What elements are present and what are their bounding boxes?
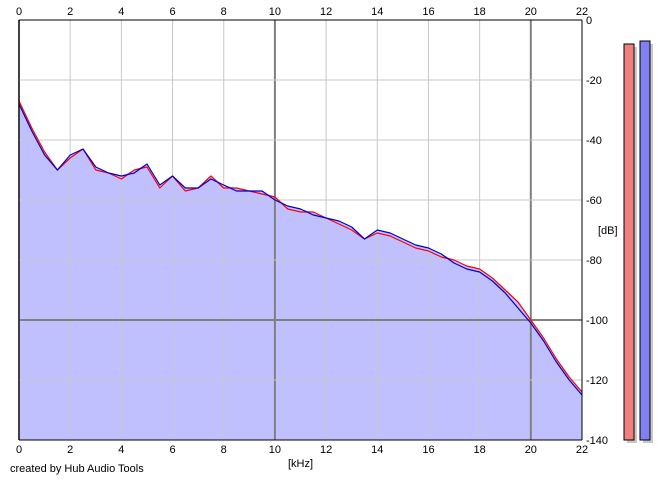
x-tick-label-bottom: 6	[169, 444, 175, 456]
spectrum-fill-layer	[19, 101, 582, 440]
level-meter-bar	[639, 40, 651, 441]
y-tick-label: -40	[586, 135, 602, 147]
x-tick-label-bottom: 10	[269, 444, 281, 456]
credit-text: created by Hub Audio Tools	[10, 463, 144, 475]
x-tick-label-bottom: 8	[221, 444, 227, 456]
x-tick-label-top: 20	[525, 6, 537, 18]
x-tick-label-top: 12	[320, 6, 332, 18]
series-layer	[18, 100, 583, 396]
series-line-1	[18, 103, 583, 396]
x-tick-label-top: 14	[371, 6, 383, 18]
axes: 002244668810101212141416161818202022220-…	[16, 6, 618, 470]
x-tick-label-top: 0	[16, 6, 22, 18]
x-tick-label-top: 4	[118, 6, 124, 18]
y-tick-label: -80	[586, 255, 602, 267]
y-tick-label: -140	[586, 435, 608, 447]
x-tick-label-bottom: 2	[67, 444, 73, 456]
x-tick-label-bottom: 18	[474, 444, 486, 456]
series-line-0	[18, 100, 583, 393]
x-tick-label-top: 2	[67, 6, 73, 18]
x-tick-label-bottom: 22	[576, 444, 588, 456]
y-tick-label: -120	[586, 375, 608, 387]
level-meters	[623, 40, 653, 443]
x-tick-label-top: 6	[169, 6, 175, 18]
x-tick-label-top: 10	[269, 6, 281, 18]
x-tick-label-top: 18	[474, 6, 486, 18]
y-tick-label: -60	[586, 195, 602, 207]
x-tick-label-bottom: 16	[422, 444, 434, 456]
x-tick-label-bottom: 4	[118, 444, 124, 456]
x-tick-label-top: 16	[422, 6, 434, 18]
y-tick-label: -20	[586, 75, 602, 87]
y-tick-label: -100	[586, 315, 608, 327]
y-tick-label: 0	[586, 15, 592, 27]
x-tick-label-bottom: 20	[525, 444, 537, 456]
y-axis-title: [dB]	[598, 225, 618, 237]
x-axis-title: [kHz]	[288, 458, 313, 470]
x-tick-label-bottom: 0	[16, 444, 22, 456]
x-tick-label-bottom: 14	[371, 444, 383, 456]
x-tick-label-top: 8	[221, 6, 227, 18]
level-meter-bar	[623, 43, 635, 441]
spectrum-fill	[19, 101, 582, 440]
x-tick-label-top: 22	[576, 6, 588, 18]
x-tick-label-bottom: 12	[320, 444, 332, 456]
